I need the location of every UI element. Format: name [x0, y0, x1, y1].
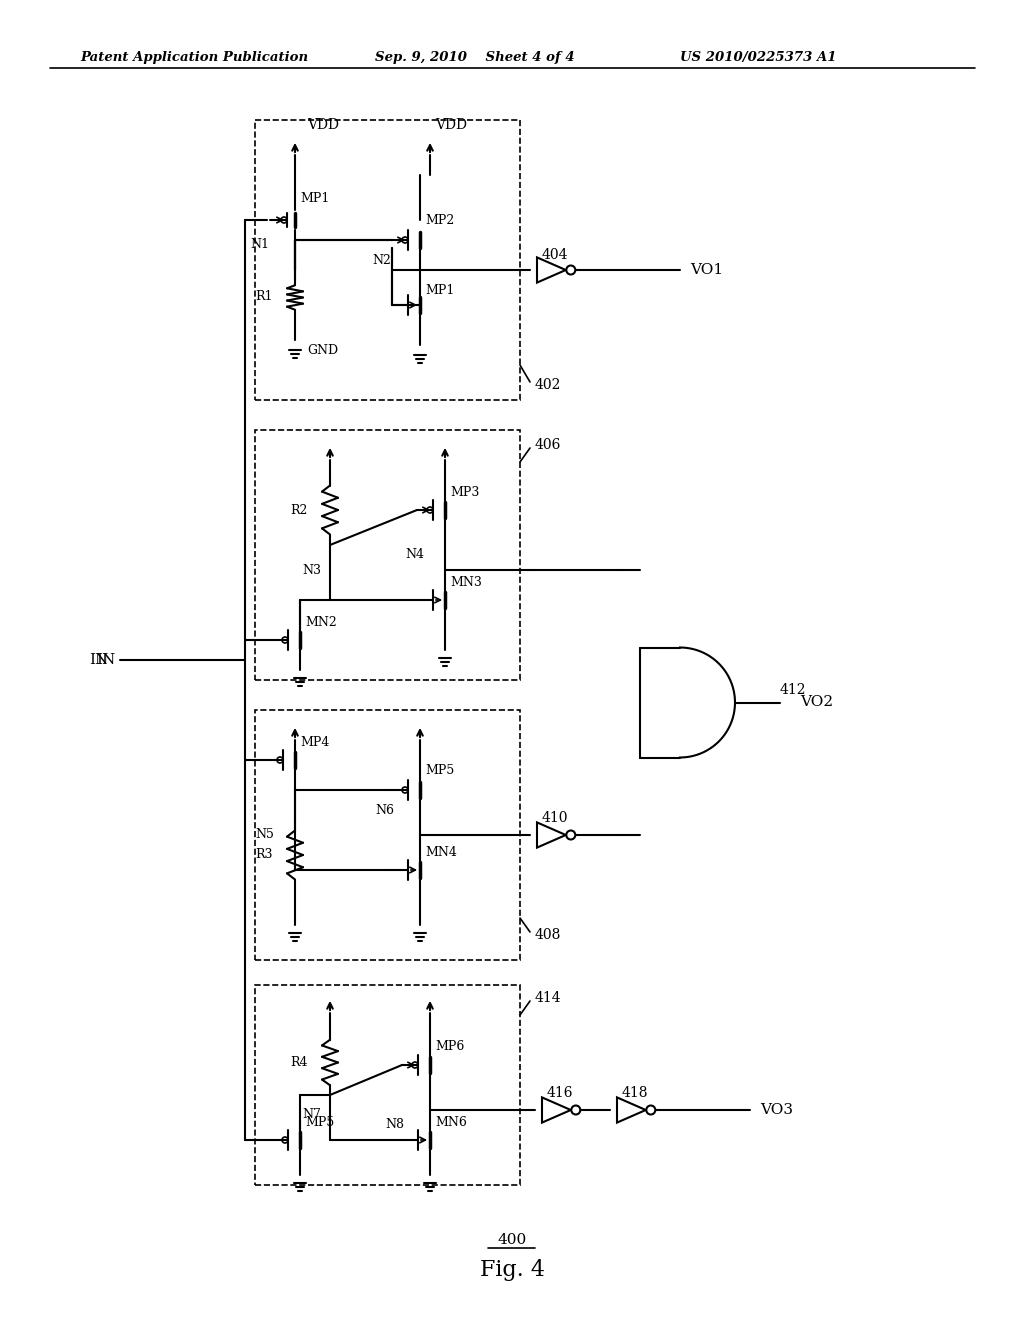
Text: Sep. 9, 2010    Sheet 4 of 4: Sep. 9, 2010 Sheet 4 of 4	[375, 51, 574, 65]
Text: R3: R3	[256, 849, 273, 862]
Text: 418: 418	[622, 1086, 648, 1100]
Text: MN2: MN2	[305, 616, 337, 630]
Text: GND: GND	[307, 343, 338, 356]
Text: R1: R1	[256, 290, 273, 304]
Text: R2: R2	[291, 503, 308, 516]
Text: VO3: VO3	[760, 1104, 793, 1117]
Text: N6: N6	[376, 804, 394, 817]
Text: 404: 404	[542, 248, 568, 261]
Text: 406: 406	[535, 438, 561, 451]
Text: MP1: MP1	[300, 191, 330, 205]
Text: MP2: MP2	[425, 214, 455, 227]
Text: N4: N4	[406, 549, 425, 561]
Text: 414: 414	[535, 991, 561, 1005]
Text: R4: R4	[291, 1056, 308, 1068]
Text: Patent Application Publication: Patent Application Publication	[80, 51, 308, 65]
Text: MP1: MP1	[425, 284, 455, 297]
Text: N7: N7	[302, 1109, 322, 1122]
Text: MN6: MN6	[435, 1115, 467, 1129]
Text: IN: IN	[89, 653, 108, 667]
Text: N2: N2	[373, 253, 391, 267]
Text: 412: 412	[780, 682, 807, 697]
Text: N5: N5	[256, 829, 274, 842]
Text: MN4: MN4	[425, 846, 457, 859]
Text: MN3: MN3	[450, 577, 482, 590]
Text: 410: 410	[542, 810, 568, 825]
Text: N1: N1	[251, 239, 269, 252]
Text: US 2010/0225373 A1: US 2010/0225373 A1	[680, 51, 837, 65]
Text: MP5: MP5	[425, 763, 455, 776]
Text: 402: 402	[535, 378, 561, 392]
Text: N8: N8	[385, 1118, 404, 1131]
Text: IN: IN	[96, 653, 115, 667]
Text: 416: 416	[547, 1086, 573, 1100]
Text: MP3: MP3	[450, 486, 479, 499]
Text: N3: N3	[302, 564, 322, 577]
Text: VDD: VDD	[435, 117, 467, 132]
Text: Fig. 4: Fig. 4	[479, 1259, 545, 1280]
Text: VO2: VO2	[800, 696, 834, 710]
Text: MP6: MP6	[435, 1040, 464, 1053]
Text: 408: 408	[535, 928, 561, 942]
Text: MP5: MP5	[305, 1115, 334, 1129]
Text: VO1: VO1	[690, 263, 723, 277]
Text: 400: 400	[498, 1233, 526, 1247]
Text: MP4: MP4	[300, 735, 330, 748]
Text: VDD: VDD	[307, 117, 339, 132]
